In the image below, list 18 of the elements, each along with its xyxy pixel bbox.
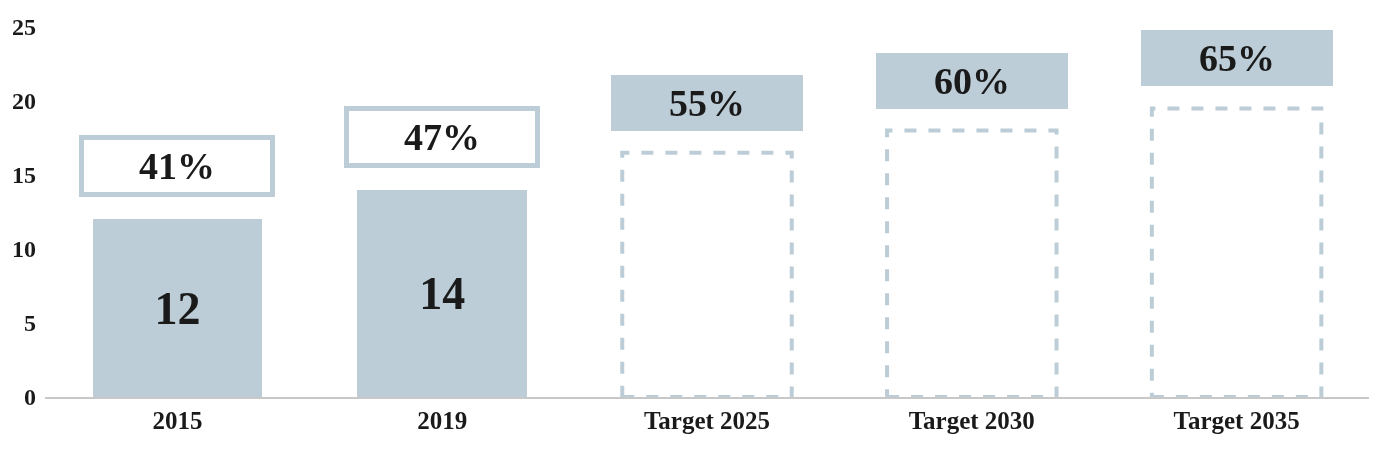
annotation: 60% (934, 60, 1010, 102)
x-tick-label: Target 2025 (643, 407, 771, 434)
y-tick-label: 0 (24, 384, 36, 411)
annotation: 55% (669, 82, 745, 124)
y-tick-label: 5 (24, 310, 36, 337)
y-tick-label: 15 (12, 162, 36, 189)
y-tick-label: 20 (12, 88, 36, 115)
annotation: 47% (404, 116, 480, 158)
annotation: 41% (139, 145, 215, 187)
x-tick-label: 2015 (152, 407, 203, 434)
data-label: 14 (419, 267, 466, 319)
data-label: 12 (154, 282, 201, 334)
y-tick-label: 10 (12, 236, 36, 263)
x-tick-label: Target 2030 (908, 407, 1035, 434)
y-tick-label: 25 (12, 14, 36, 41)
annotation: 65% (1199, 37, 1275, 79)
x-tick-label: 2019 (417, 407, 468, 434)
x-tick-label: Target 2035 (1173, 407, 1300, 434)
